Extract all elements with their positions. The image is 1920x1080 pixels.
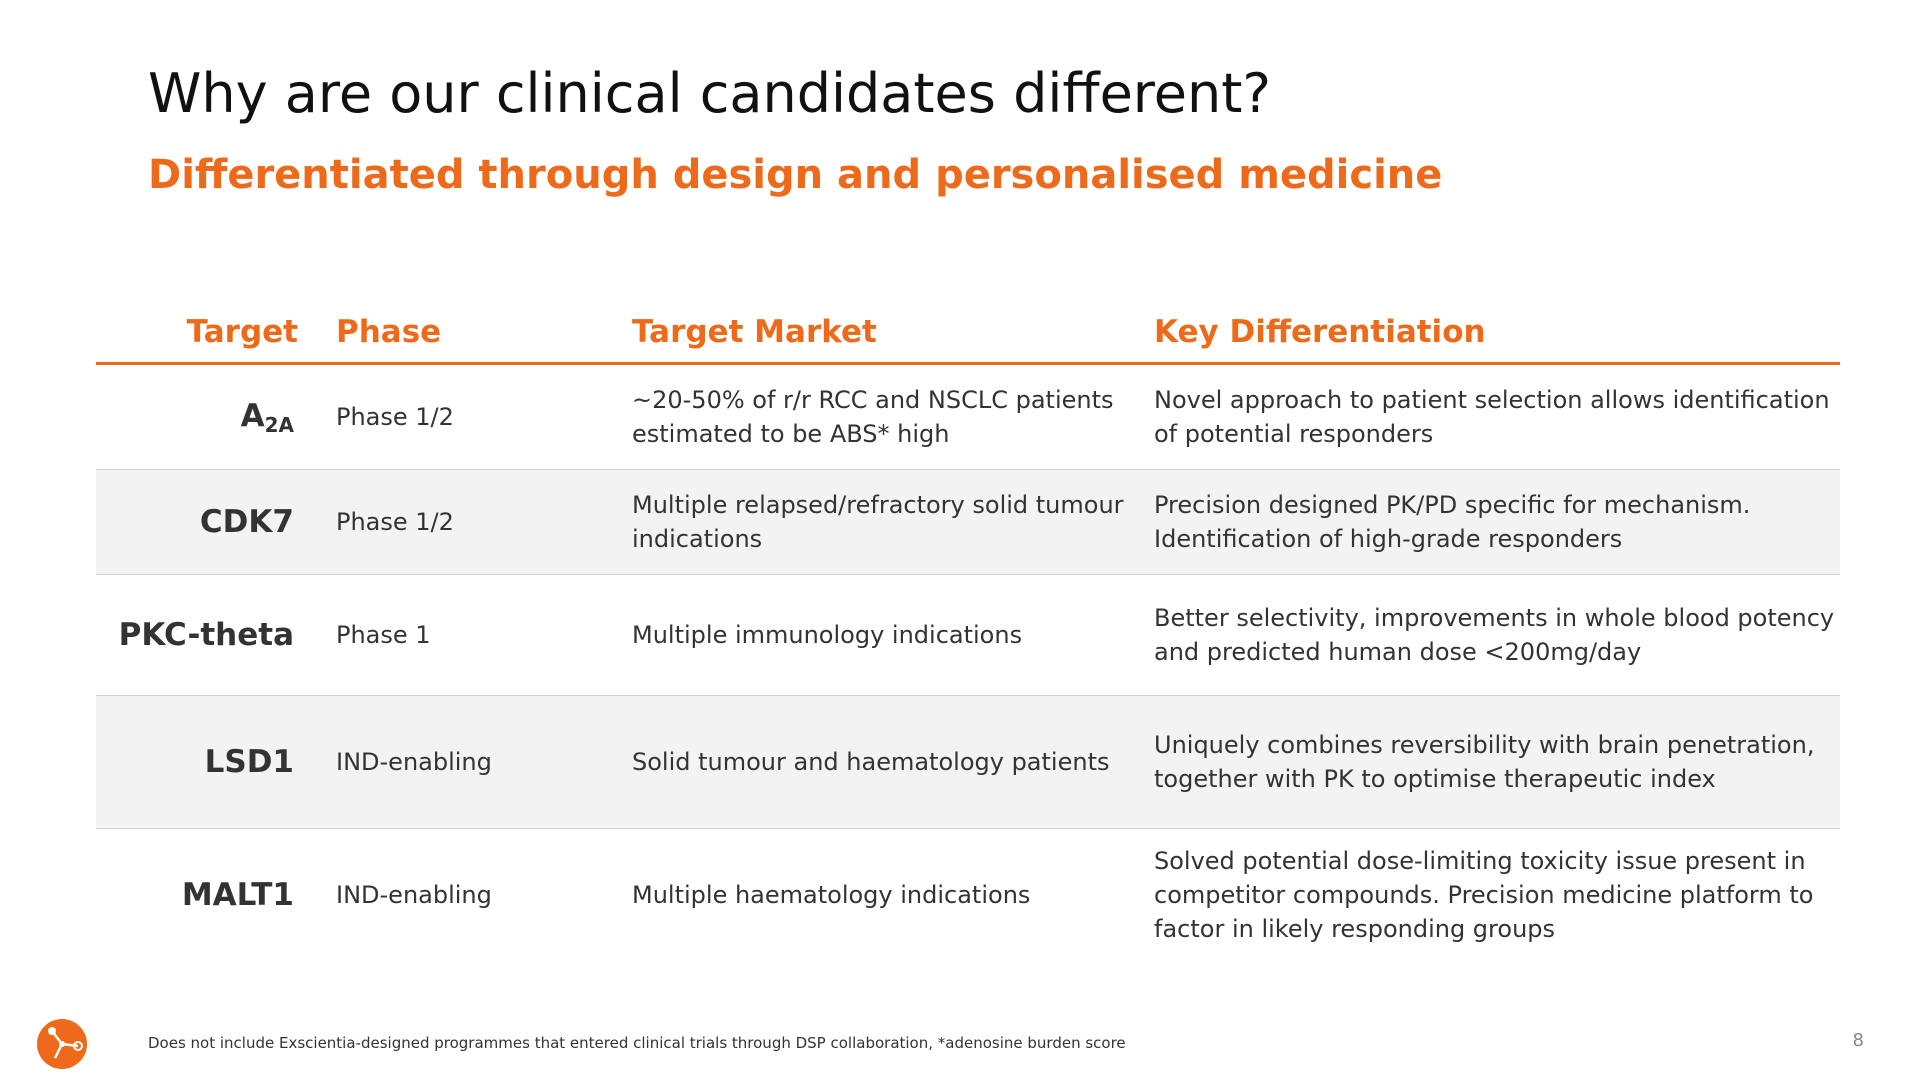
target-name: MALT1 xyxy=(181,877,294,913)
target-name: PKC-theta xyxy=(118,617,294,653)
table-row-cdk7: CDK7 Phase 1/2 Multiple relapsed/refract… xyxy=(96,470,1840,575)
market-cell: Multiple immunology indications xyxy=(632,621,1023,649)
differentiation-cell: Precision designed PK/PD specific for me… xyxy=(1154,491,1751,553)
page-number: 8 xyxy=(1852,1030,1864,1051)
table-row-lsd1: LSD1 IND-enabling Solid tumour and haema… xyxy=(96,696,1840,829)
differentiation-cell: Solved potential dose-limiting toxicity … xyxy=(1154,847,1814,943)
phase-cell: Phase 1/2 xyxy=(336,403,454,431)
table-header: Target Phase Target Market Key Different… xyxy=(96,300,1840,365)
target-subscript: 2A xyxy=(264,412,294,437)
phase-cell: Phase 1 xyxy=(336,621,431,649)
phase-cell: IND-enabling xyxy=(336,881,492,909)
header-phase: Phase xyxy=(336,314,442,350)
table-row-a2a: A2A Phase 1/2 ~20-50% of r/r RCC and NSC… xyxy=(96,365,1840,470)
market-cell: ~20-50% of r/r RCC and NSCLC patients es… xyxy=(632,386,1114,448)
header-market: Target Market xyxy=(632,314,877,350)
market-cell: Multiple relapsed/refractory solid tumou… xyxy=(632,491,1124,553)
market-cell: Solid tumour and haematology patients xyxy=(632,748,1110,776)
header-differentiation: Key Differentiation xyxy=(1154,314,1486,350)
target-name: A2A xyxy=(240,397,294,437)
differentiation-cell: Uniquely combines reversibility with bra… xyxy=(1154,731,1815,793)
phase-cell: Phase 1/2 xyxy=(336,508,454,536)
differentiation-cell: Better selectivity, improvements in whol… xyxy=(1154,604,1835,666)
market-cell: Multiple haematology indications xyxy=(632,881,1031,909)
phase-cell: IND-enabling xyxy=(336,748,492,776)
slide-subtitle: Differentiated through design and person… xyxy=(148,152,1443,198)
footnote: Does not include Exscientia-designed pro… xyxy=(148,1034,1126,1052)
header-target: Target xyxy=(186,314,298,350)
target-name: LSD1 xyxy=(204,744,294,780)
table-row-malt1: MALT1 IND-enabling Multiple haematology … xyxy=(96,829,1840,961)
table-row-pkc-theta: PKC-theta Phase 1 Multiple immunology in… xyxy=(96,575,1840,696)
exscientia-logo-icon xyxy=(36,1018,88,1070)
slide-title: Why are our clinical candidates differen… xyxy=(148,62,1272,125)
candidates-table: Target Phase Target Market Key Different… xyxy=(96,300,1840,961)
differentiation-cell: Novel approach to patient selection allo… xyxy=(1154,386,1830,448)
target-name: CDK7 xyxy=(199,504,294,540)
